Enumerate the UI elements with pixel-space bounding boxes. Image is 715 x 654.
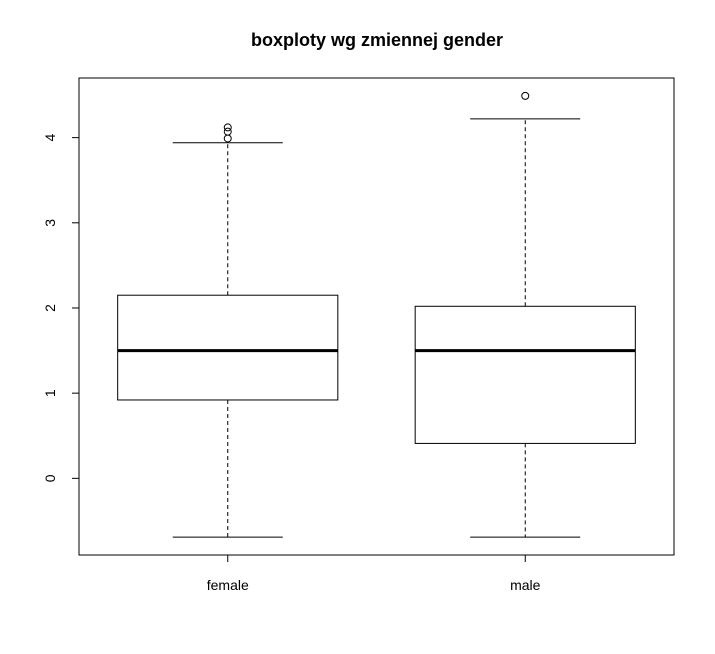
chart-title: boxploty wg zmiennej gender bbox=[251, 30, 503, 50]
x-axis: female male bbox=[207, 555, 541, 593]
category-label: female bbox=[207, 577, 249, 593]
category-label: male bbox=[510, 577, 541, 593]
iqr-box bbox=[117, 294, 339, 401]
boxes-layer bbox=[117, 91, 636, 538]
outlier-point bbox=[223, 127, 232, 136]
outlier-point bbox=[223, 123, 232, 132]
y-tick-label: 4 bbox=[42, 134, 58, 142]
y-tick-label: 3 bbox=[42, 219, 58, 227]
box-male bbox=[414, 91, 636, 538]
y-axis: 0 1 2 3 4 bbox=[42, 134, 79, 482]
y-tick-label: 1 bbox=[42, 389, 58, 397]
plot-frame bbox=[78, 77, 675, 556]
y-tick-label: 0 bbox=[42, 474, 58, 482]
iqr-box bbox=[414, 305, 636, 444]
y-tick-label: 2 bbox=[42, 304, 58, 312]
outlier-point bbox=[223, 134, 232, 143]
outlier-point bbox=[521, 91, 530, 100]
box-female bbox=[117, 123, 339, 538]
